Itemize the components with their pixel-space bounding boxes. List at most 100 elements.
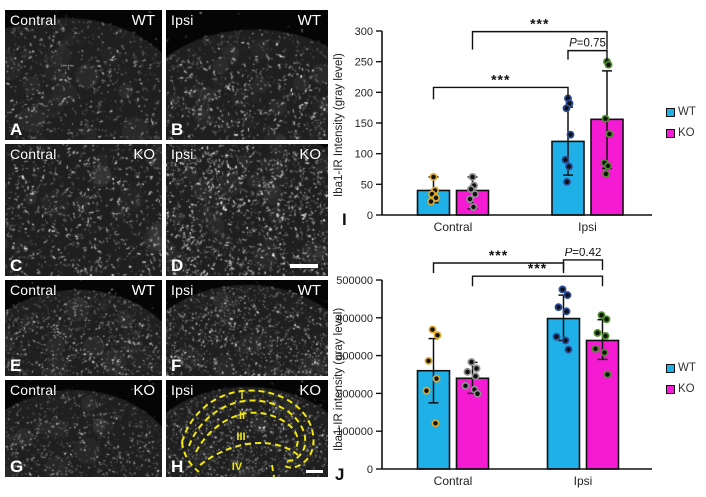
data-point [562,104,571,113]
panel-location-label: Contral [10,282,57,298]
sig-stars: *** [489,248,508,263]
data-point [432,193,440,202]
data-point [432,374,441,383]
y-tick-label: 200000 [336,388,373,400]
data-point [565,162,573,171]
lamina-outline [188,399,307,462]
panel-letter: B [171,120,184,139]
sig-stars: *** [530,16,549,32]
data-point [601,331,610,340]
data-point [561,336,570,345]
lamina-label-2: II [239,410,245,422]
y-tick-label: 100000 [336,426,373,438]
legend-item-wt: WT [666,362,696,374]
panel-letter: H [171,457,184,476]
sig-bracket [432,86,569,100]
lamina-label-4: IV [232,461,243,473]
panel-letter: F [171,356,182,375]
sig-bracket [567,49,608,60]
y-tick-label: 250 [355,57,373,69]
data-point [597,311,606,320]
micrograph-panel-g: Contral KO G [5,380,162,477]
legend: WT KO [666,362,696,395]
sig-pvalue: P=0.42 [565,248,602,259]
y-tick-label: 300 [355,26,373,38]
data-point [431,419,440,428]
micrograph-panel-f: Ipsi WT F [166,280,328,376]
micrograph-panel-a: Contral WT A [5,10,162,140]
panel-letter: C [10,256,23,275]
data-point [428,325,437,334]
legend-swatch-ko [666,128,675,138]
x-category-label: Ipsi [578,220,597,234]
iba1-intensity-bar-chart: 0 50 100 150 200 250 300 Contral Ipsi *** P=0.75 **… [355,16,652,234]
sig-bracket [471,30,608,50]
micrograph-panel-d: Ipsi KO D [166,144,328,276]
lamina-outline [199,441,299,466]
y-tick-label: 500000 [336,275,373,287]
data-point [605,130,614,138]
panel-location-label: Contral [10,146,57,162]
lamina-outline-overlay: I II III IV [181,389,315,477]
panel-location-label: Ipsi [171,12,194,28]
data-point [554,303,563,312]
micrograph-image [5,280,162,376]
legend-swatch-wt [666,363,675,373]
data-point [602,169,610,178]
panel-location-label: Contral [10,12,57,28]
data-point [471,372,480,381]
micrograph-image [166,280,328,376]
x-category-label: Contral [434,220,473,234]
legend-item-wt: WT [666,106,696,118]
data-point [427,197,435,206]
y-tick-label: 300000 [336,351,373,363]
panel-letter: E [10,356,22,375]
legend-swatch-ko [666,384,675,394]
data-point [601,114,610,123]
chart-panel-letter: I [342,210,347,229]
data-point [433,331,442,340]
data-point [563,291,572,300]
data-point [561,155,570,164]
data-point [467,358,476,366]
y-tick-label: 150 [355,118,373,130]
sig-stars: *** [491,71,510,87]
y-tick-label: 100 [355,149,373,161]
scale-bar [306,470,323,473]
data-point [566,130,575,139]
sig-bracket [471,275,604,287]
legend-label-ko: KO [678,127,695,139]
data-point [424,356,433,365]
legend-label-ko: KO [678,383,695,395]
panel-location-label: Ipsi [171,382,194,398]
legend-label-wt: WT [678,362,696,374]
panel-genotype-label: WT [131,12,155,29]
scale-bar [290,264,318,268]
sig-pvalue: P=0.75 [569,38,606,50]
data-point [466,195,474,204]
micrograph-image [166,380,328,477]
data-point [593,328,602,337]
panel-genotype-label: WT [131,282,155,299]
micrograph-panel-h: I II III IV Ipsi KO H [166,380,328,477]
data-point [558,285,567,294]
micrograph-panel-e: Contral WT E [5,280,162,376]
chart-panel-letter: J [335,465,345,484]
micrograph-image [5,380,162,477]
panel-letter: A [10,120,23,139]
data-point [463,367,472,376]
panel-location-label: Contral [10,382,57,398]
micrograph-panel-b: Ipsi WT B [166,10,328,140]
sig-bracket [562,259,604,270]
data-point [422,386,431,395]
legend-item-ko: KO [666,127,696,139]
y-tick-label: 400000 [336,313,373,325]
chart-panel-i: 0 50 100 150 200 250 300 Contral Ipsi *** P=0.75 **… [330,0,706,248]
lamina-outline [181,441,200,473]
micrograph-image [166,10,328,140]
data-point [604,60,613,69]
legend-item-ko: KO [666,383,696,395]
panel-location-label: Ipsi [171,146,194,162]
data-point [564,345,573,354]
